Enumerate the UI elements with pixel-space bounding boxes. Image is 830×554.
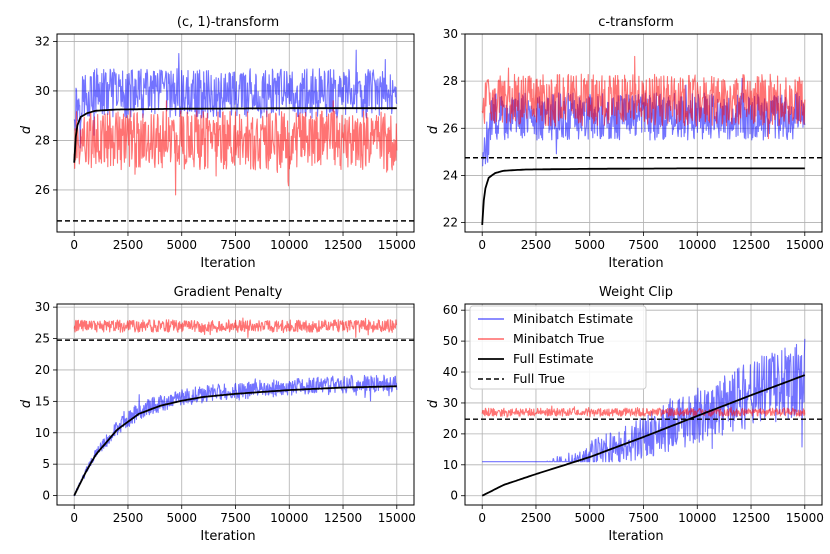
panel-title: Weight Clip: [599, 285, 673, 300]
panel-c-transform: c-transform Iteration d 0 2500 5000 7500 100…: [426, 15, 824, 271]
panel-c1-transform: (c, 1)-transform Iteration d 0 2500 5000 75…: [19, 15, 416, 271]
series-minibatch-true: [481, 55, 806, 140]
x-tick-label: 10000: [270, 238, 308, 252]
x-tick-label: 0: [478, 511, 486, 525]
plot-frame: [56, 33, 415, 233]
legend-entry-minibatch-estimate: Minibatch Estimate: [513, 311, 633, 326]
plot-area: [57, 317, 414, 497]
x-tick-label: 7500: [220, 238, 251, 252]
x-tick-label: 2500: [113, 238, 144, 252]
x-tick-label: 15000: [786, 238, 824, 252]
x-tick-label: 7500: [628, 511, 659, 525]
y-tick-label: 28: [35, 133, 50, 147]
y-tick-label: 30: [35, 84, 50, 98]
x-tick-label: 0: [70, 238, 78, 252]
y-tick-label: 20: [443, 427, 458, 441]
x-tick-label: 2500: [113, 511, 144, 525]
x-tick-label: 15000: [378, 511, 416, 525]
series-minibatch-true: [481, 405, 806, 418]
y-tick-label: 10: [443, 458, 458, 472]
x-tick-label: 5000: [574, 238, 605, 252]
panel-weight-clip: Weight Clip Iteration d 0 2500 5000 7500 100…: [426, 285, 824, 544]
y-axis-label: d: [426, 125, 441, 134]
x-tick-label: 15000: [378, 238, 416, 252]
y-tick-label: 22: [443, 216, 458, 230]
panel-title: (c, 1)-transform: [177, 15, 279, 30]
plot-frame: [56, 303, 415, 506]
x-tick-label: 7500: [220, 511, 251, 525]
series-minibatch-true: [73, 100, 398, 196]
y-tick-label: 5: [42, 457, 50, 471]
series-minibatch-estimate: [73, 374, 398, 497]
series-full-estimate: [73, 385, 397, 496]
x-tick-label: 12500: [324, 511, 362, 525]
x-tick-label: 5000: [574, 511, 605, 525]
series-full-estimate: [481, 167, 805, 225]
y-tick-label: 30: [443, 396, 458, 410]
x-axis-label: Iteration: [608, 529, 663, 544]
series-full-estimate: [73, 107, 397, 163]
y-tick-label: 25: [35, 332, 50, 346]
x-tick-label: 15000: [786, 511, 824, 525]
x-tick-label: 5000: [166, 238, 197, 252]
y-tick-label: 28: [443, 74, 458, 88]
x-axis-label: Iteration: [200, 256, 255, 271]
y-tick-label: 32: [35, 34, 50, 48]
x-tick-label: 10000: [678, 238, 716, 252]
plot-area: [465, 338, 822, 497]
y-axis-label: d: [426, 399, 441, 408]
plot-frame: [464, 33, 823, 233]
x-tick-label: 12500: [732, 238, 770, 252]
panel-title: Gradient Penalty: [174, 285, 283, 300]
plot-area: [465, 55, 822, 225]
x-tick-label: 0: [70, 511, 78, 525]
series-minibatch-estimate: [73, 49, 398, 149]
series-full-estimate: [481, 374, 806, 497]
y-tick-label: 0: [450, 489, 458, 503]
legend-entry-minibatch-true: Minibatch True: [513, 331, 605, 346]
plot-frame: [464, 303, 823, 506]
x-tick-label: 10000: [678, 511, 716, 525]
y-tick-label: 30: [35, 300, 50, 314]
y-tick-label: 26: [35, 183, 50, 197]
x-tick-label: 2500: [521, 511, 552, 525]
y-tick-label: 20: [35, 363, 50, 377]
legend-entry-full-true: Full True: [513, 371, 565, 386]
x-axis-label: Iteration: [608, 256, 663, 271]
x-tick-label: 10000: [270, 511, 308, 525]
panel-title: c-transform: [598, 15, 674, 30]
plot-area: [57, 49, 414, 222]
x-tick-label: 7500: [628, 238, 659, 252]
panel-gradient-penalty: Gradient Penalty Iteration d 0 2500 5000 75…: [19, 285, 416, 544]
y-axis-label: d: [19, 125, 34, 134]
y-tick-label: 50: [443, 334, 458, 348]
x-tick-label: 12500: [324, 238, 362, 252]
x-axis-label: Iteration: [200, 529, 255, 544]
grid: [57, 304, 414, 505]
x-tick-label: 5000: [166, 511, 197, 525]
y-tick-label: 30: [443, 27, 458, 41]
y-tick-label: 15: [35, 394, 50, 408]
y-tick-label: 10: [35, 426, 50, 440]
legend-frame: [469, 305, 647, 390]
y-tick-label: 26: [443, 121, 458, 135]
series-minibatch-true: [73, 317, 398, 338]
y-tick-label: 0: [42, 489, 50, 503]
x-tick-label: 0: [478, 238, 486, 252]
y-tick-label: 60: [443, 303, 458, 317]
legend-entry-full-estimate: Full Estimate: [513, 351, 594, 366]
legend: Minibatch Estimate Minibatch True Full E…: [469, 305, 647, 390]
x-tick-label: 12500: [732, 511, 770, 525]
y-tick-label: 24: [443, 168, 458, 182]
y-tick-label: 40: [443, 365, 458, 379]
x-tick-label: 2500: [521, 238, 552, 252]
y-axis-label: d: [19, 399, 34, 408]
